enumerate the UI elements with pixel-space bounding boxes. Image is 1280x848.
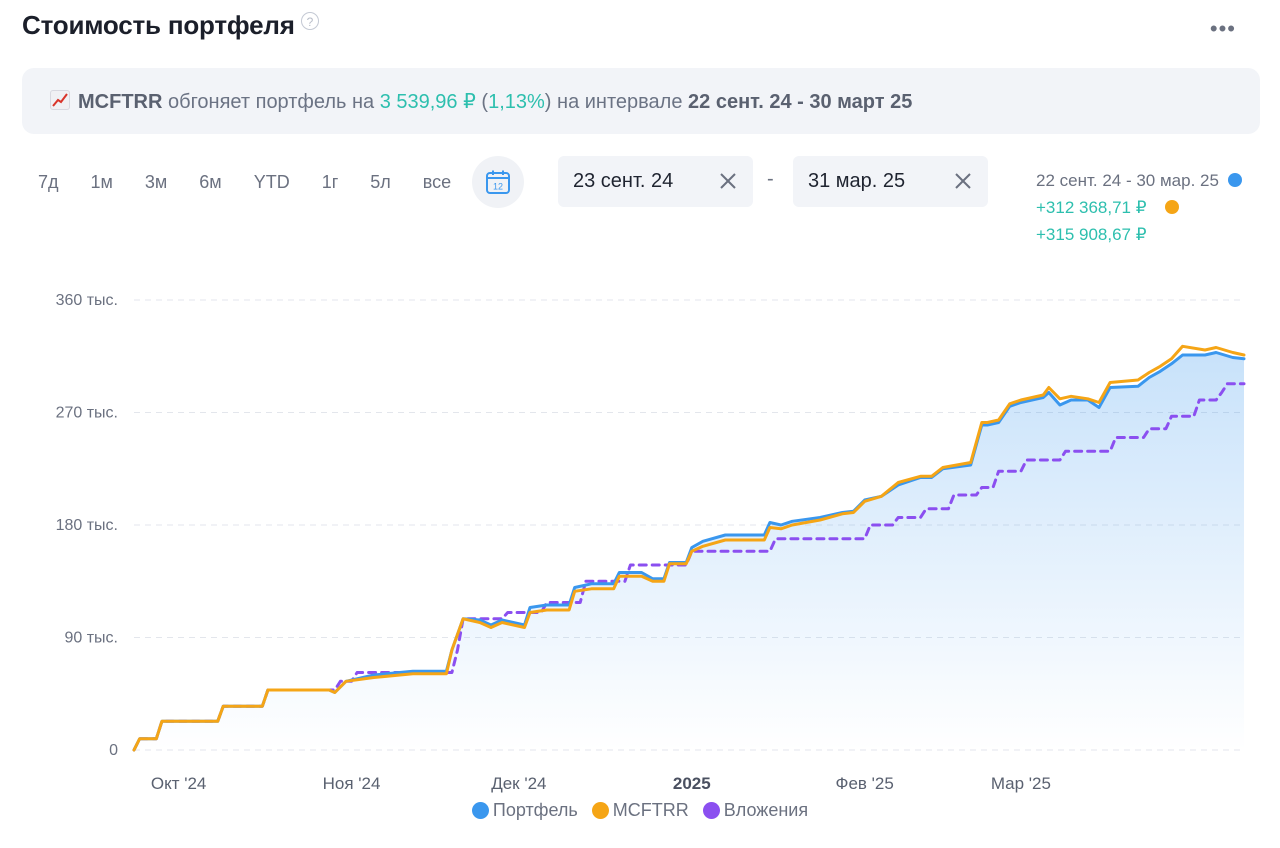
range-period: 22 сент. 24 - 30 мар. 25 — [1036, 171, 1219, 190]
more-menu-icon[interactable]: ••• — [1209, 16, 1236, 41]
page-title: Стоимость портфеля — [22, 10, 295, 40]
comparison-banner: MCFTRR обгоняет портфель на 3 539,96 ₽ (… — [22, 68, 1260, 134]
y-tick-label: 360 тыс. — [56, 292, 118, 309]
legend-investments-label: Вложения — [723, 800, 809, 820]
mcftrr-dot-icon — [1165, 200, 1180, 214]
portfolio-legend-dot-icon — [471, 802, 489, 819]
period-6m[interactable]: 6м — [199, 171, 222, 192]
outperformance-percent: 1,13% — [488, 91, 545, 113]
x-tick-label: 2025 — [673, 774, 711, 793]
legend-portfolio[interactable]: Портфель — [471, 800, 578, 821]
clear-date-to-icon[interactable] — [952, 170, 974, 192]
legend-mcftrr-label: MCFTRR — [612, 800, 689, 820]
calendar-icon: 12 — [486, 170, 510, 194]
period-ytd[interactable]: YTD — [253, 171, 290, 192]
period-5y[interactable]: 5л — [370, 171, 391, 192]
date-to-field — [793, 156, 988, 207]
legend-investments[interactable]: Вложения — [702, 800, 809, 821]
date-to-input[interactable] — [808, 156, 920, 207]
legend-mcftrr[interactable]: MCFTRR — [591, 800, 689, 821]
period-7d[interactable]: 7д — [38, 171, 59, 192]
portfolio-change: +312 368,71 ₽ — [1036, 198, 1147, 217]
range-summary: 22 сент. 24 - 30 мар. 25 +312 368,71 ₽ +… — [1036, 167, 1256, 248]
banner-interval: 22 сент. 24 - 30 март 25 — [688, 91, 913, 113]
portfolio-dot-icon — [1227, 173, 1242, 187]
outperformance-amount: 3 539,96 ₽ — [379, 91, 476, 113]
date-from-field — [558, 156, 753, 207]
banner-text-part2: на интервале — [557, 91, 683, 113]
investments-legend-dot-icon — [702, 802, 720, 819]
banner-text-part1: обгоняет портфель на — [168, 91, 375, 113]
help-icon[interactable]: ? — [301, 12, 319, 30]
x-tick-label: Фев '25 — [836, 774, 894, 793]
y-tick-label: 0 — [109, 742, 118, 759]
comparison-text: MCFTRR обгоняет портфель на 3 539,96 ₽ (… — [50, 89, 912, 114]
period-1y[interactable]: 1г — [321, 171, 339, 192]
chart-increasing-icon — [50, 90, 70, 110]
y-tick-label: 180 тыс. — [56, 517, 118, 534]
clear-date-from-icon[interactable] — [717, 170, 739, 192]
period-selector: 7д 1м 3м 6м YTD 1г 5л все — [26, 160, 471, 204]
date-from-input[interactable] — [573, 156, 685, 207]
mcftrr-change: +315 908,67 ₽ — [1036, 225, 1147, 244]
banner-paren-close: ) — [544, 91, 552, 113]
y-tick-label: 90 тыс. — [64, 630, 118, 647]
x-tick-label: Окт '24 — [151, 774, 207, 793]
period-1m[interactable]: 1м — [90, 171, 113, 192]
calendar-button[interactable]: 12 — [472, 156, 524, 208]
portfolio-line — [132, 351, 1246, 752]
chart-legend: Портфель MCFTRR Вложения — [0, 800, 1280, 821]
benchmark-ticker: MCFTRR — [78, 91, 163, 113]
period-all[interactable]: все — [422, 171, 452, 192]
x-tick-label: Дек '24 — [491, 774, 546, 793]
investments-line — [132, 382, 1246, 752]
date-range-separator: - — [767, 168, 774, 190]
portfolio-area — [134, 352, 1244, 750]
banner-paren-open: ( — [481, 91, 489, 113]
x-tick-label: Мар '25 — [991, 774, 1051, 793]
mcftrr-legend-dot-icon — [591, 802, 609, 819]
y-tick-label: 270 тыс. — [56, 405, 118, 422]
x-tick-label: Ноя '24 — [323, 774, 381, 793]
mcftrr-line — [132, 344, 1246, 752]
calendar-day: 12 — [493, 182, 503, 192]
legend-portfolio-label: Портфель — [492, 800, 578, 820]
period-3m[interactable]: 3м — [144, 171, 168, 192]
